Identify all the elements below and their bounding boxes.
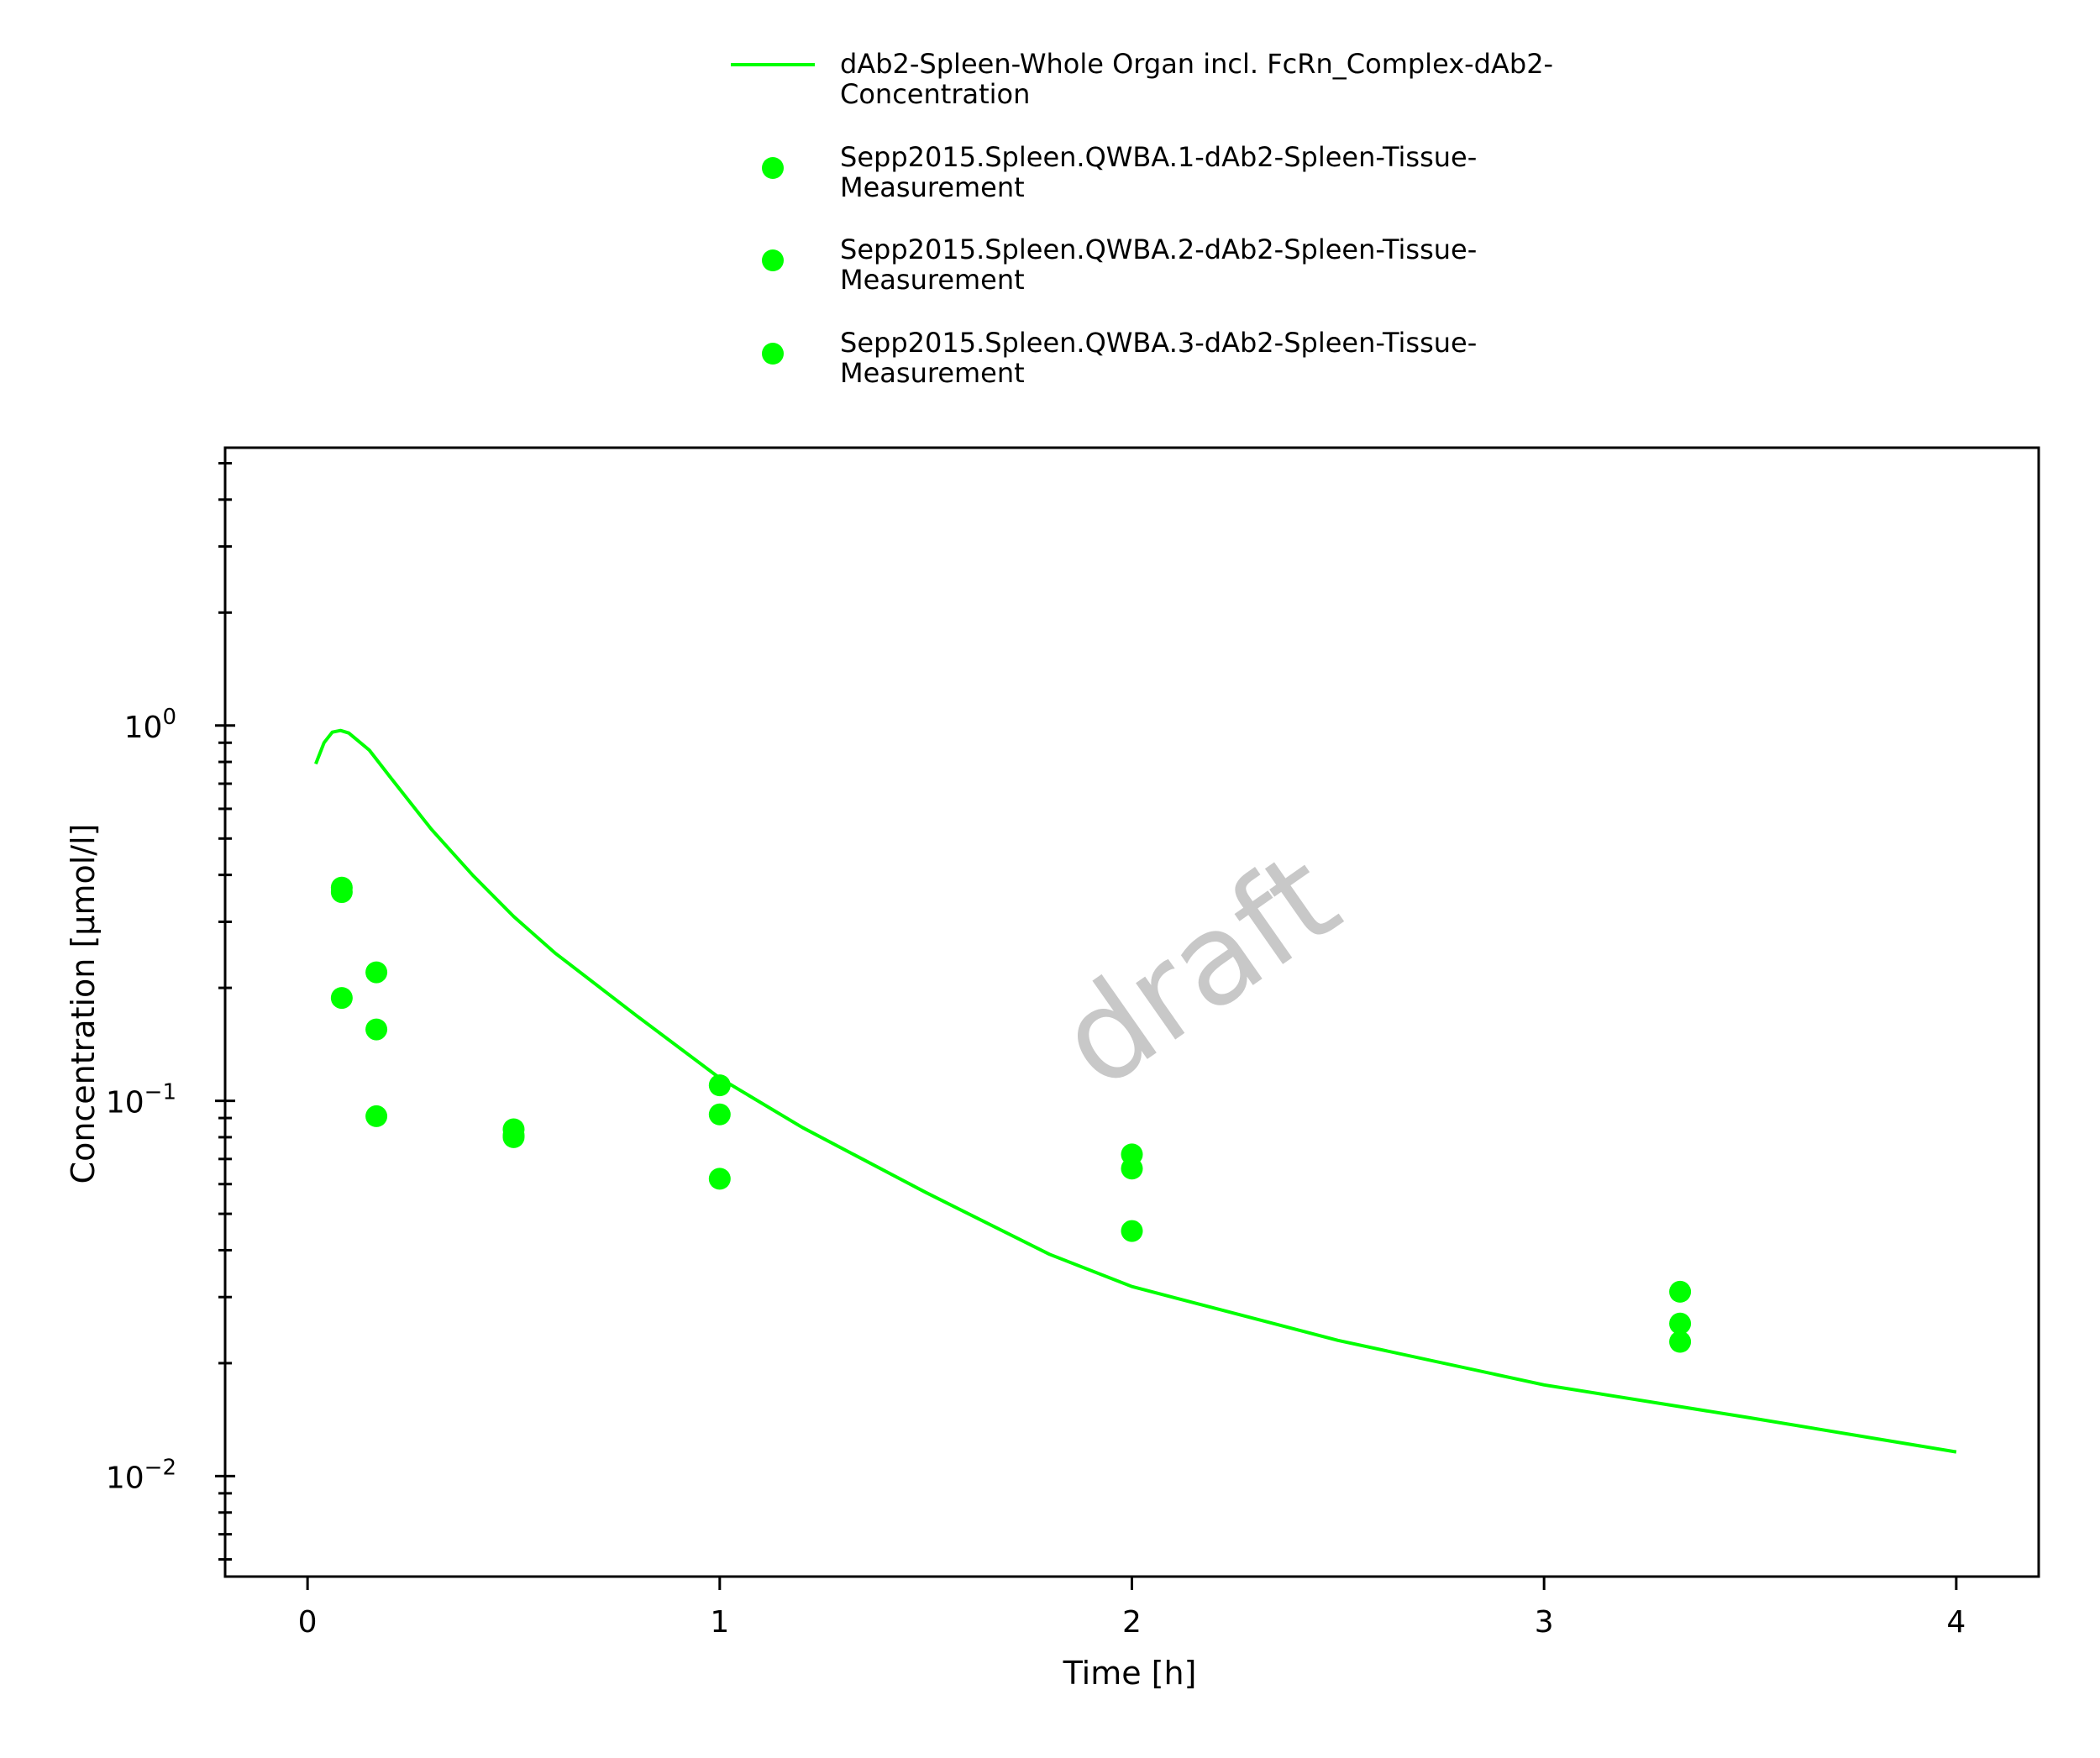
data-point: [330, 881, 353, 904]
watermark: draft: [1034, 825, 1364, 1117]
data-point: [708, 1074, 731, 1097]
data-point: [330, 987, 353, 1010]
x-axis-title: Time [h]: [1063, 1655, 1197, 1692]
data-point: [708, 1103, 731, 1126]
data-point: [1121, 1220, 1143, 1242]
legend-entry-label: Sepp2015.Spleen.QWBA.2-dAb2-Spleen-Tissu…: [840, 234, 1477, 265]
data-point: [1669, 1280, 1692, 1303]
legend-marker-symbol: [762, 249, 784, 271]
plot-area: 0 1 2 3 4 100 10−1 10−2: [106, 446, 2040, 1640]
x-tick-label: 0: [298, 1605, 318, 1640]
y-tick-label: 10−2: [106, 1455, 176, 1495]
legend-entry-label: Concentration: [840, 78, 1030, 110]
legend: dAb2-Spleen-Whole Organ incl. FcRn_Compl…: [731, 48, 1553, 389]
x-tick-label: 3: [1535, 1605, 1554, 1640]
legend-entry-label: Sepp2015.Spleen.QWBA.3-dAb2-Spleen-Tissu…: [840, 327, 1477, 359]
legend-entry-label: Measurement: [840, 357, 1025, 389]
data-point: [1121, 1157, 1143, 1180]
y-tick-label: 100: [124, 705, 176, 745]
y-tick-label: 10−1: [106, 1080, 176, 1120]
legend-entry-label: Measurement: [840, 171, 1025, 203]
data-point: [708, 1168, 731, 1190]
chart-marks: [314, 728, 1957, 1454]
legend-entry-label: Measurement: [840, 264, 1025, 296]
data-point: [502, 1126, 525, 1148]
x-tick-label: 1: [710, 1605, 729, 1640]
x-tick-label: 2: [1122, 1605, 1142, 1640]
legend-marker-symbol: [762, 343, 784, 365]
series-line: [314, 728, 1957, 1454]
axis-ticks: 0 1 2 3 4 100 10−1 10−2: [106, 461, 1966, 1640]
legend-entry-label: Sepp2015.Spleen.QWBA.1-dAb2-Spleen-Tissu…: [840, 141, 1477, 173]
x-tick-label: 4: [1946, 1605, 1966, 1640]
legend-marker-symbol: [762, 157, 784, 179]
y-axis-title: Concentration [µmol/l]: [65, 824, 102, 1184]
data-point: [365, 1105, 388, 1127]
data-point: [1669, 1330, 1692, 1353]
data-point: [365, 961, 388, 984]
data-point: [365, 1018, 388, 1041]
legend-entry-label: dAb2-Spleen-Whole Organ incl. FcRn_Compl…: [840, 48, 1553, 80]
data-point: [1669, 1312, 1692, 1335]
